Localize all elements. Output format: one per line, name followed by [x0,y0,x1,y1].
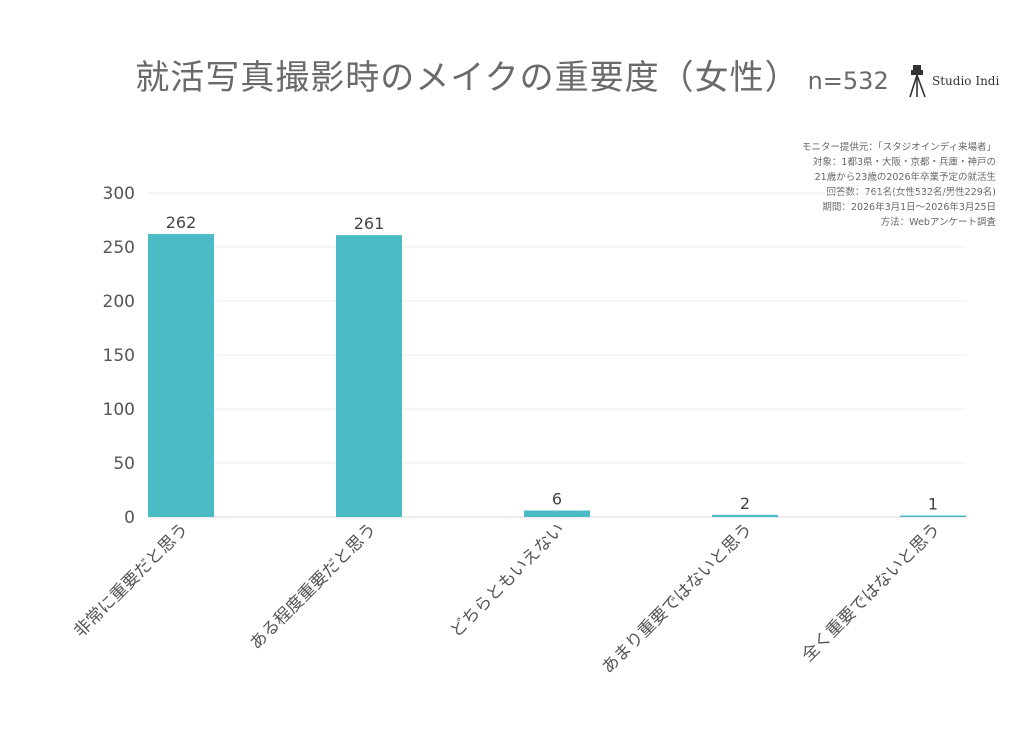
x-tick-label: 非常に重要だと思う [70,519,192,641]
note-line: 方法：Webアンケート調査 [880,217,996,228]
logo-text: Studio Indi [932,74,1000,88]
bar [900,515,966,517]
note-line: 期間：2026年3月1日〜2026年3月25日 [822,202,996,213]
y-tick-label: 250 [103,238,135,258]
y-tick-label: 100 [103,400,135,420]
chart-title: 就活写真撮影時のメイクの重要度（女性） [135,58,800,98]
camera-tripod-icon [909,65,926,98]
x-tick-label: あまり重要ではないと思う [598,519,756,677]
x-tick-label: 全く重要ではないと思う [798,519,944,665]
bar [148,234,214,518]
chart-title-block: 就活写真撮影時のメイクの重要度（女性） n=532 [0,50,1024,99]
data-label: 262 [166,213,197,232]
y-tick-label: 0 [124,508,135,528]
x-tick-label: どちらともいえない [446,519,568,641]
data-label: 1 [928,495,938,514]
bar [712,514,778,517]
note-line: 対象：1都3県・大阪・京都・兵庫・神戸の [812,157,996,168]
note-line: 21歳から23歳の2026年卒業予定の就活生 [814,172,996,183]
bar [524,510,590,517]
y-tick-label: 50 [113,454,135,474]
y-tick-label: 200 [103,292,135,312]
data-label: 261 [354,214,385,233]
data-label: 2 [740,494,750,513]
sample-size: n=532 [807,67,889,95]
y-tick-label: 150 [103,346,135,366]
studio-logo: Studio Indi [908,64,999,98]
y-tick-label: 300 [103,184,135,204]
x-tick-label: ある程度重要だと思う [246,519,380,653]
bar [336,235,402,517]
data-label: 6 [552,490,562,509]
note-line: モニター提供元：「スタジオインディ来場者」 [801,142,996,153]
